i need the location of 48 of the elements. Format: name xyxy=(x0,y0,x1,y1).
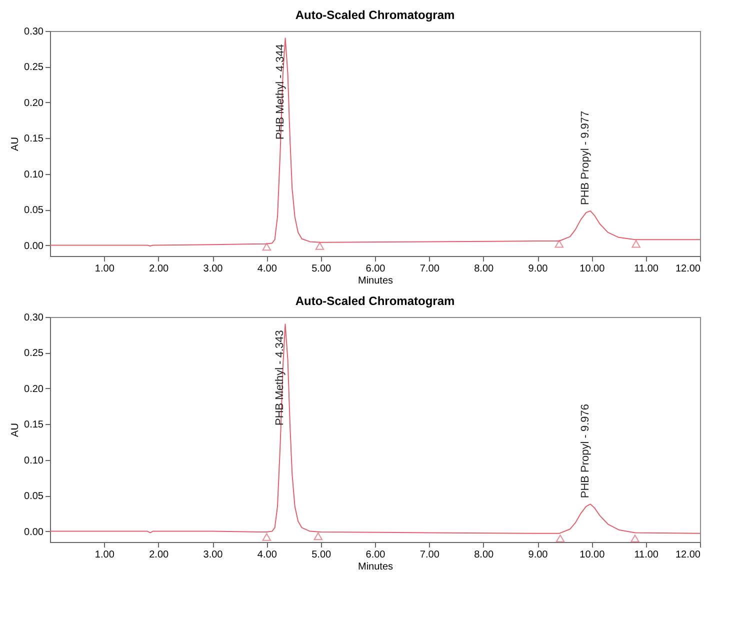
x-tick-label: 11.00 xyxy=(634,550,659,560)
x-tick-label: 8.00 xyxy=(474,550,494,560)
x-axis-title: Minutes xyxy=(358,276,394,286)
x-tick-label: 2.00 xyxy=(149,264,169,274)
y-tick-label: 0.05 xyxy=(24,205,44,216)
chart-title: Auto-Scaled Chromatogram xyxy=(295,8,455,22)
x-tick-label: 5.00 xyxy=(312,550,332,560)
x-tick-label: 8.00 xyxy=(474,264,494,274)
x-tick-label: 4.00 xyxy=(257,550,278,560)
y-tick-label: 0.20 xyxy=(24,98,44,109)
y-tick-label: 0.10 xyxy=(24,169,44,180)
y-tick-label: 0.15 xyxy=(24,420,44,431)
x-tick-label: 10.00 xyxy=(580,264,606,274)
x-tick-label: 9.00 xyxy=(528,264,548,274)
x-tick-label: 5.00 xyxy=(312,264,332,274)
x-tick-label: 7.00 xyxy=(420,550,440,560)
annotation: PHB Propyl - 9.977 xyxy=(579,110,592,205)
y-tick-label: 0.25 xyxy=(24,62,44,74)
y-tick-label: 0.10 xyxy=(24,455,44,466)
x-tick-label: 10.00 xyxy=(580,550,606,560)
x-tick-label: 11.00 xyxy=(634,264,659,274)
x-tick-label: 1.00 xyxy=(94,264,115,274)
y-tick-label: 0.30 xyxy=(24,312,44,324)
x-tick-label: 3.00 xyxy=(203,550,224,560)
x-axis-title: Minutes xyxy=(358,562,394,572)
x-tick-label: 3.00 xyxy=(203,264,224,274)
y-tick-label: 0.00 xyxy=(24,240,44,252)
annotation: PHB Methyl - 4.343 xyxy=(274,330,286,426)
y-axis-title: AU xyxy=(10,137,22,151)
x-tick-label: 7.00 xyxy=(420,264,440,274)
x-tick-label: 6.00 xyxy=(366,264,386,274)
x-tick-label: 6.00 xyxy=(366,550,386,560)
y-tick-label: 0.20 xyxy=(24,384,44,395)
x-tick-label: 9.00 xyxy=(528,550,548,560)
x-tick-label: 12.00 xyxy=(675,550,701,560)
chart-title: Auto-Scaled Chromatogram xyxy=(295,294,455,308)
annotation: PHB Methyl - 4.344 xyxy=(274,44,286,140)
y-tick-label: 0.25 xyxy=(24,348,44,360)
x-tick-label: 12.00 xyxy=(675,264,701,274)
x-tick-label: 4.00 xyxy=(257,264,278,274)
y-tick-label: 0.05 xyxy=(24,491,44,502)
y-tick-label: 0.30 xyxy=(24,26,44,38)
x-tick-label: 1.00 xyxy=(94,550,115,560)
x-tick-label: 2.00 xyxy=(149,550,169,560)
annotation: PHB Propyl - 9.976 xyxy=(579,404,592,498)
y-tick-label: 0.00 xyxy=(24,526,44,538)
y-tick-label: 0.15 xyxy=(24,134,44,145)
y-axis-title: AU xyxy=(10,423,22,437)
